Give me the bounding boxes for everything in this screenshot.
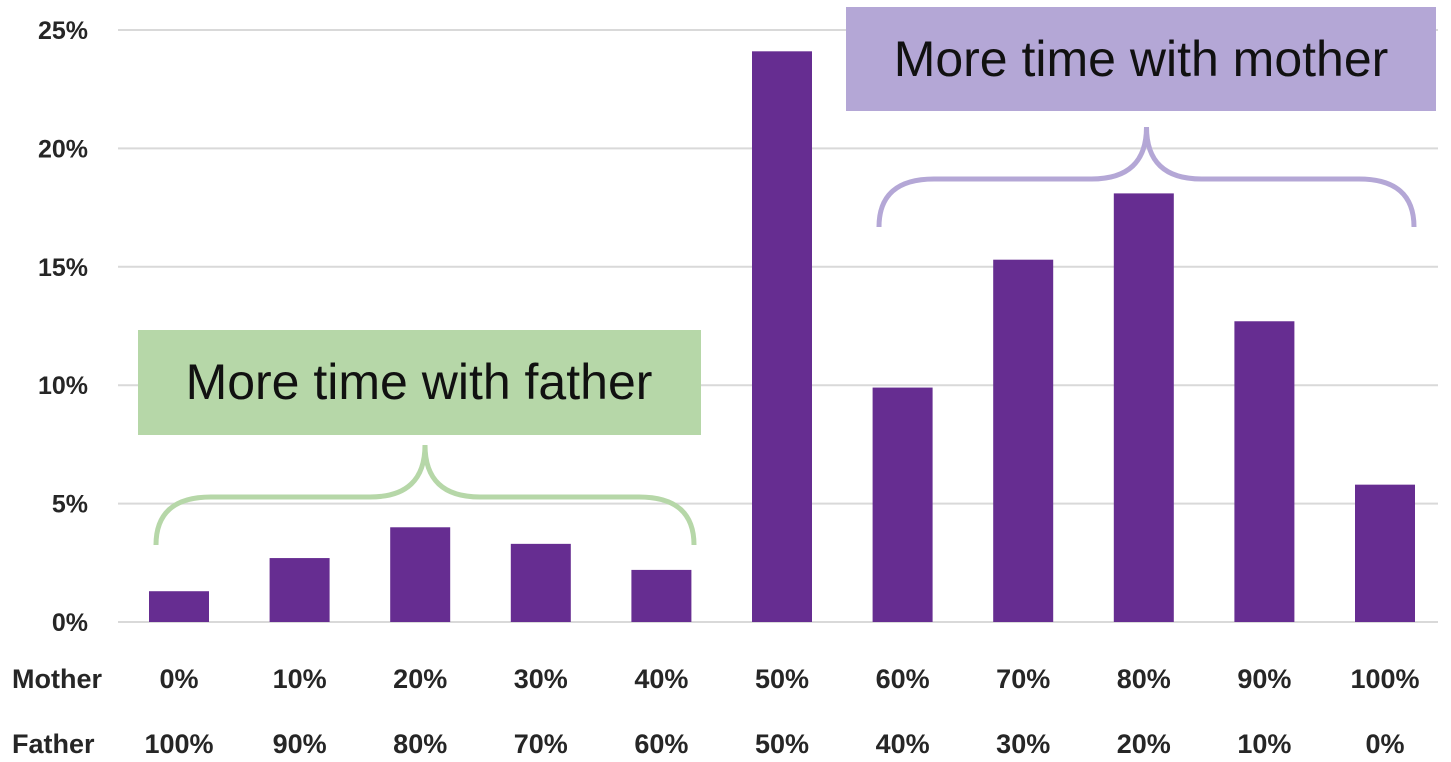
y-tick-label: 15% [38, 254, 88, 282]
y-tick-label: 20% [38, 135, 88, 163]
bar [510, 543, 571, 622]
x-tick-label-father: 60% [634, 729, 688, 759]
x-tick-label-father: 50% [755, 729, 809, 759]
x-tick-label-mother: 50% [755, 664, 809, 694]
bar [1355, 484, 1415, 622]
callout-text-father: More time with father [186, 354, 653, 410]
bracket-father [153, 444, 697, 546]
x-tick-label-father: 90% [273, 729, 327, 759]
row-label-father: Father [12, 729, 95, 759]
x-tick-label-mother: 60% [876, 664, 930, 694]
bar [390, 527, 451, 622]
x-tick-label-mother: 0% [159, 664, 198, 694]
x-tick-label-father: 0% [1365, 729, 1404, 759]
x-tick-label-father: 20% [1117, 729, 1171, 759]
y-axis-ticks: 0% 5% 10% 15% 20% 25% [38, 17, 88, 637]
y-tick-label: 25% [38, 17, 88, 45]
row-label-mother: Mother [12, 664, 102, 694]
bar [1113, 193, 1174, 622]
x-tick-label-mother: 100% [1350, 664, 1419, 694]
x-tick-label-father: 40% [876, 729, 930, 759]
bracket-mother [876, 126, 1417, 228]
x-tick-label-mother: 80% [1117, 664, 1171, 694]
x-tick-label-mother: 90% [1237, 664, 1291, 694]
bar [269, 558, 330, 622]
bar [993, 259, 1054, 622]
callout-box-mother [846, 7, 1436, 111]
x-tick-label-father: 80% [393, 729, 447, 759]
x-tick-label-mother: 70% [996, 664, 1050, 694]
x-tick-label-mother: 20% [393, 664, 447, 694]
x-axis-labels: Mother Father 0% 10% 20% 30% 40% 50% 60% 70% 80%… [12, 664, 1420, 759]
y-tick-label: 10% [38, 372, 88, 400]
callout-box-father [138, 330, 701, 435]
x-tick-label-father: 10% [1237, 729, 1291, 759]
annotations: More time with father More time with mot… [138, 7, 1436, 546]
x-tick-label-father: 30% [996, 729, 1050, 759]
bar [1234, 321, 1295, 622]
x-tick-label-mother: 40% [634, 664, 688, 694]
bar [149, 591, 209, 622]
bars [149, 51, 1415, 622]
callout-text-mother: More time with mother [894, 31, 1389, 87]
x-tick-label-mother: 30% [514, 664, 568, 694]
bar [872, 387, 933, 622]
bar [631, 569, 692, 622]
y-tick-label: 0% [52, 609, 88, 637]
bar [752, 51, 812, 622]
x-tick-label-father: 100% [144, 729, 213, 759]
x-tick-label-father: 70% [514, 729, 568, 759]
x-tick-label-mother: 10% [273, 664, 327, 694]
y-tick-label: 5% [52, 491, 88, 519]
